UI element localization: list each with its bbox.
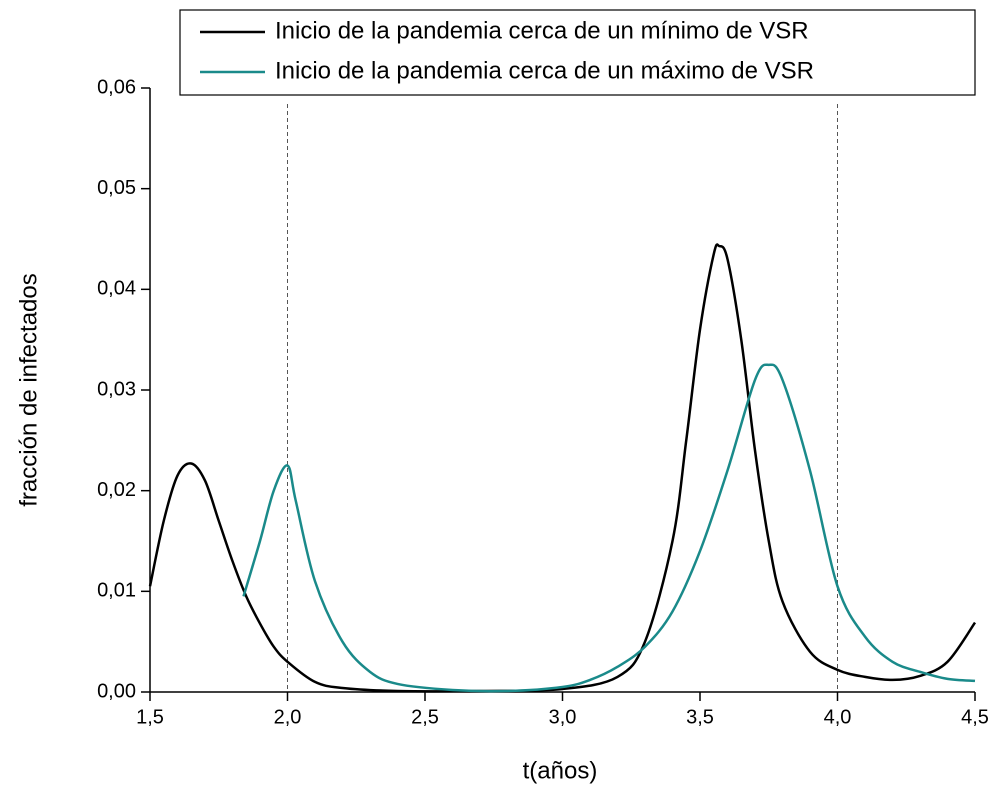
x-tick-label: 3,5 (686, 706, 714, 728)
x-tick-label: 1,5 (136, 706, 164, 728)
legend-box (179, 9, 976, 96)
x-tick-label: 2,0 (274, 706, 302, 728)
line-series (242, 363, 976, 693)
y-tick-label: 0,02 (97, 479, 136, 501)
y-tick-label: 0,06 (97, 76, 136, 98)
x-tick-label: 2,5 (411, 706, 439, 728)
y-tick-label: 0,05 (97, 177, 136, 199)
x-axis-title: t(años) (523, 757, 598, 784)
y-tick-label: 0,03 (97, 378, 136, 400)
line-series (148, 243, 977, 693)
y-tick-label: 0,01 (97, 580, 136, 602)
legend-label: Inicio de la pandemia cerca de un mínimo… (275, 17, 809, 44)
x-tick-label: 4,0 (824, 706, 852, 728)
y-tick-label: 0,00 (97, 680, 136, 702)
y-tick-label: 0,04 (97, 278, 136, 300)
x-tick-label: 4,5 (961, 706, 989, 728)
x-tick-label: 3,0 (549, 706, 577, 728)
legend-label: Inicio de la pandemia cerca de un máximo… (275, 57, 814, 84)
y-axis-title: fracción de infectados (15, 273, 42, 506)
